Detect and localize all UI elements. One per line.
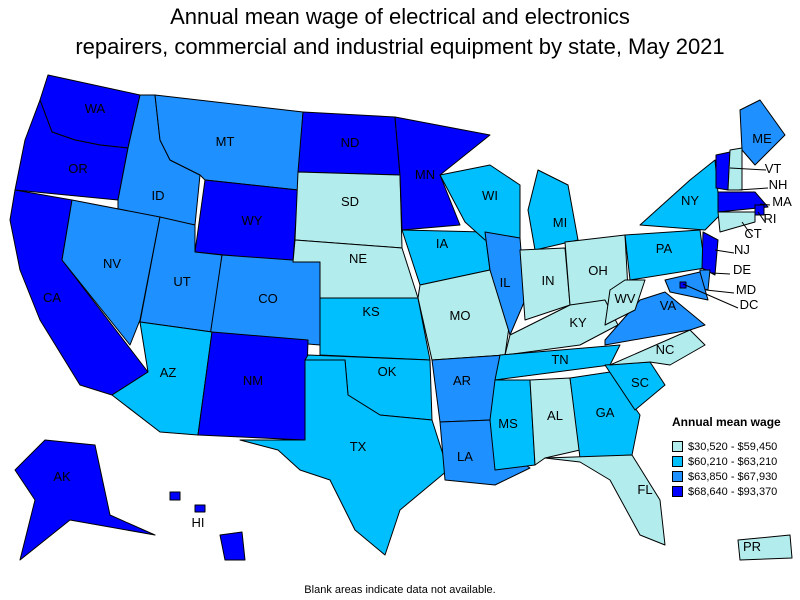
state-label-mo: MO [450, 308, 471, 323]
legend-swatch [672, 486, 683, 497]
state-label-ga: GA [596, 405, 615, 420]
state-va [604, 291, 706, 346]
state-label-al: AL [547, 408, 563, 423]
legend-label: $68,640 - $93,370 [688, 485, 778, 498]
legend-item: $68,640 - $93,370 [672, 484, 800, 499]
state-label-az: AZ [160, 365, 177, 380]
state-fl [544, 454, 666, 546]
legend-item: $30,520 - $59,450 [672, 439, 800, 454]
state-sd [294, 171, 403, 249]
state-ak [14, 439, 156, 561]
state-label-pr: PR [743, 539, 761, 554]
state-label-mi: MI [553, 215, 567, 230]
state-label-pa: PA [656, 241, 673, 256]
state-label-ks: KS [362, 304, 380, 319]
state-label-mt: MT [216, 134, 235, 149]
state-label-nd: ND [341, 135, 360, 150]
legend-item: $63,850 - $67,930 [672, 469, 800, 484]
state-label-ri: RI [764, 211, 777, 226]
state-label-ut: UT [173, 274, 190, 289]
state-ms [489, 379, 536, 471]
state-il [484, 231, 526, 336]
state-tx [239, 359, 449, 556]
state-mn [394, 116, 491, 231]
state-label-ny: NY [681, 193, 699, 208]
footnote: Blank areas indicate data not available. [304, 584, 496, 596]
state-label-me: ME [752, 131, 772, 146]
state-label-vt: VT [765, 161, 782, 176]
state-label-id: ID [152, 188, 165, 203]
state-label-nh: NH [769, 177, 788, 192]
map-title-line-2: repairers, commercial and industrial equ… [75, 34, 725, 59]
state-label-nc: NC [656, 342, 675, 357]
state-nc [609, 329, 706, 366]
map-title: Annual mean wage of electrical and elect… [0, 2, 800, 62]
legend-swatch [672, 471, 683, 482]
state-hi [169, 491, 246, 561]
state-label-ak: AK [53, 469, 71, 484]
state-label-nv: NV [103, 256, 121, 271]
state-label-il: IL [500, 275, 511, 290]
state-label-wy: WY [242, 213, 263, 228]
state-nv [61, 199, 161, 346]
legend-label: $60,210 - $63,210 [688, 455, 778, 468]
state-label-wa: WA [85, 101, 106, 116]
state-label-ct: CT [744, 226, 761, 241]
state-label-la: LA [457, 449, 473, 464]
state-label-ms: MS [498, 416, 518, 431]
map-title-line-1: Annual mean wage of electrical and elect… [170, 4, 630, 29]
state-label-fl: FL [637, 482, 652, 497]
legend-item: $60,210 - $63,210 [672, 454, 800, 469]
state-mi [527, 169, 579, 251]
legend-title: Annual mean wage [672, 415, 781, 429]
state-label-nj: NJ [734, 242, 750, 257]
state-label-dc: DC [740, 297, 759, 312]
state-label-co: CO [258, 291, 278, 306]
state-me [739, 99, 786, 166]
state-label-or: OR [68, 161, 88, 176]
legend-label: $30,520 - $59,450 [688, 440, 778, 453]
state-label-wi: WI [482, 188, 498, 203]
state-pr [737, 534, 793, 561]
state-label-ky: KY [569, 315, 587, 330]
state-label-wv: WV [615, 291, 636, 306]
legend-swatch [672, 456, 683, 467]
state-label-ar: AR [453, 373, 471, 388]
state-wi [439, 164, 521, 241]
state-label-ok: OK [378, 364, 397, 379]
legend-swatch [672, 441, 683, 452]
state-label-in: IN [542, 273, 555, 288]
state-al [529, 377, 581, 466]
state-label-nm: NM [243, 373, 263, 388]
state-label-tn: TN [551, 352, 568, 367]
state-label-oh: OH [588, 263, 608, 278]
state-label-tx: TX [350, 439, 367, 454]
state-label-ne: NE [349, 251, 367, 266]
legend-label: $63,850 - $67,930 [688, 470, 778, 483]
state-label-sd: SD [341, 194, 359, 209]
state-label-ia: IA [436, 236, 449, 251]
state-label-hi: HI [192, 515, 205, 530]
state-label-md: MD [736, 282, 756, 297]
state-label-de: DE [733, 262, 751, 277]
state-label-ca: CA [43, 290, 61, 305]
state-dc [679, 281, 687, 289]
state-label-mn: MN [415, 167, 435, 182]
state-label-ma: MA [772, 194, 792, 209]
state-label-va: VA [660, 298, 677, 313]
state-ga [569, 371, 641, 459]
state-nj [701, 231, 719, 276]
legend: Annual mean wage $30,520 - $59,450 $60,2… [672, 415, 800, 499]
state-ct [717, 211, 756, 233]
state-label-sc: SC [631, 375, 649, 390]
state-wv [604, 279, 646, 326]
